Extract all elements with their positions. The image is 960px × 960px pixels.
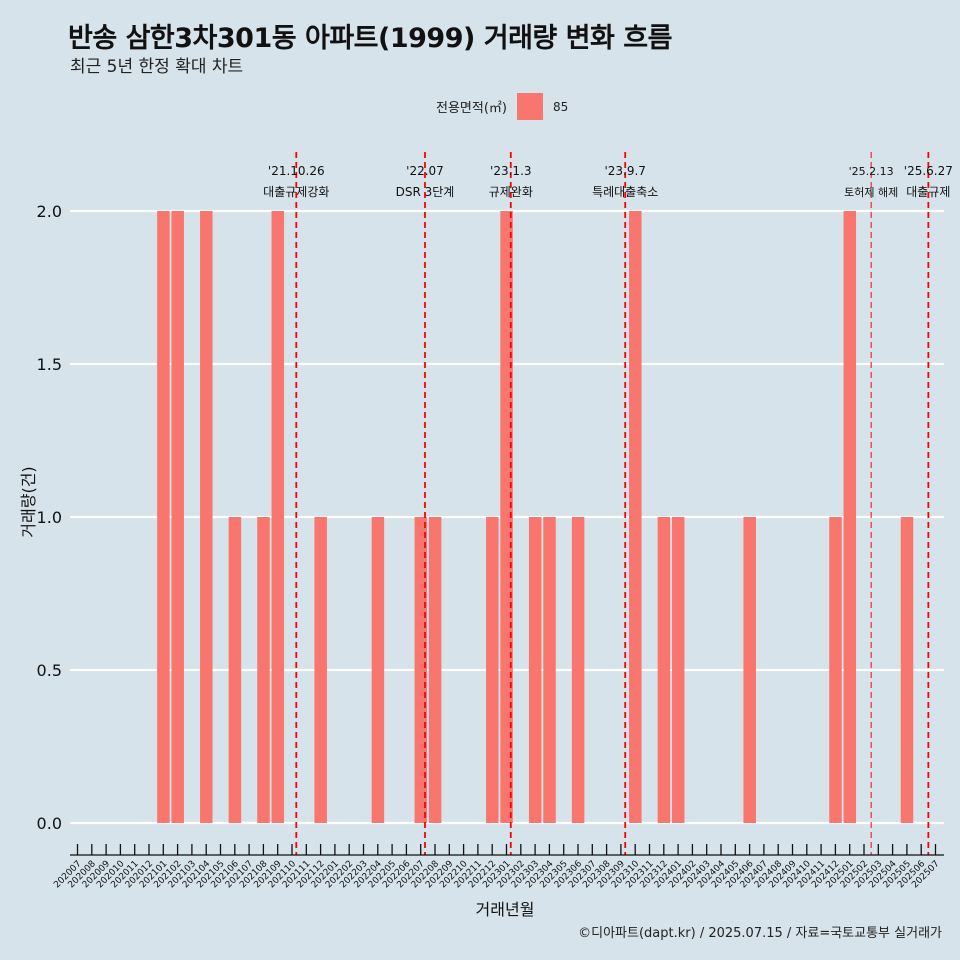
bar [200,211,213,823]
bar [657,517,671,823]
event-date-label: '25.2.13 [849,165,894,178]
bar [843,211,857,823]
y-tick-label: 0.5 [37,661,62,680]
y-tick-label: 1.5 [37,355,62,374]
chart-title: 반송 삼한3차301동 아파트(1999) 거래량 변화 흐름 [68,23,672,54]
legend-item-label: 85 [552,99,569,114]
event-name-label: 대출규제 [906,185,950,199]
chart-subtitle: 최근 5년 한정 확대 차트 [70,57,244,77]
event-name-label: 규제완화 [489,185,533,199]
event-date-label: '23.1.3 [490,164,531,178]
y-tick-label: 1.0 [37,508,62,527]
y-tick-label: 0.0 [37,814,62,833]
bar [486,517,499,823]
bar [371,517,385,823]
bar [743,517,756,823]
bar [900,517,914,823]
bar [271,211,285,823]
bar [543,517,556,823]
bar [829,517,842,823]
bar [157,211,170,823]
annotations: '21.10.26 대출규제강화 '22.07 DSR 3단계 '23.1.3 규제완화 '… [263,152,953,855]
legend-title: 전용면적(㎡) [436,101,507,116]
event-date-label: '21.10.26 [268,164,325,178]
y-axis-title: 거래량(건) [19,466,38,537]
bar [228,517,242,823]
source-caption: ©디아파트(dapt.kr) / 2025.07.15 / 자료=국토교통부 실… [578,926,942,941]
y-tick-label: 2.0 [37,202,62,221]
event-name-label: 토허제 해제 [844,185,898,199]
bar [571,517,585,823]
event-name-label: 특례대출축소 [592,185,658,199]
event-date-label: '25.6.27 [904,164,953,178]
axes: 0.00.51.01.52.02020072020082020092020102… [19,202,944,919]
legend-color-key [516,93,543,120]
event-date-label: '22.07 [406,164,444,178]
event-date-label: '23.9.7 [604,164,645,178]
bar [629,211,642,823]
bar [500,211,513,823]
bar [314,517,327,823]
bar [671,517,685,823]
bar [528,517,542,823]
bar [428,517,442,823]
x-axis-title: 거래년월 [476,900,535,919]
bar [414,517,428,823]
legend: 전용면적(㎡) 85 [436,93,568,120]
event-name-label: DSR 3단계 [396,185,455,199]
bar [171,211,184,823]
bars [157,211,914,823]
event-name-label: 대출규제강화 [263,185,329,199]
bar [257,517,270,823]
